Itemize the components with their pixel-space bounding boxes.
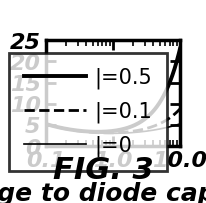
- |=0.5: [109, 130, 111, 133]
- |=0.5: [175, 59, 178, 62]
- |=0.5: [124, 127, 126, 130]
- |=0.1: [117, 132, 119, 134]
- |=0: [154, 129, 157, 131]
- |=0: [117, 132, 119, 135]
- |=0.1: [175, 111, 178, 113]
- Line: |=0.1: |=0.1: [45, 109, 179, 133]
- |=0: [111, 132, 113, 135]
- Text: FIG. 3: FIG. 3: [53, 156, 153, 185]
- |=0: [108, 132, 110, 135]
- |=0: [109, 132, 111, 135]
- |=0: [178, 123, 180, 125]
- X-axis label: storage to diode cap. ratio: storage to diode cap. ratio: [0, 182, 206, 203]
- |=0.5: [108, 130, 110, 133]
- |=0.5: [117, 129, 119, 132]
- |=0.1: [124, 131, 126, 133]
- |=0.1: [109, 132, 111, 134]
- Legend: |=0.5, |=0.1, |=0: |=0.5, |=0.1, |=0: [9, 53, 166, 172]
- |=0: [175, 124, 178, 126]
- |=0.5: [154, 107, 157, 109]
- |=0.1: [44, 123, 47, 125]
- |=0.5: [44, 123, 47, 125]
- Line: |=0: |=0: [45, 124, 179, 134]
- |=0: [44, 123, 47, 125]
- Line: |=0.5: |=0.5: [45, 49, 179, 132]
- |=0: [124, 132, 126, 134]
- |=0.5: [96, 131, 99, 133]
- |=0.1: [154, 124, 157, 127]
- |=0.1: [106, 132, 109, 134]
- |=0.5: [178, 48, 180, 50]
- |=0.1: [178, 108, 180, 110]
- |=0.1: [108, 132, 110, 134]
